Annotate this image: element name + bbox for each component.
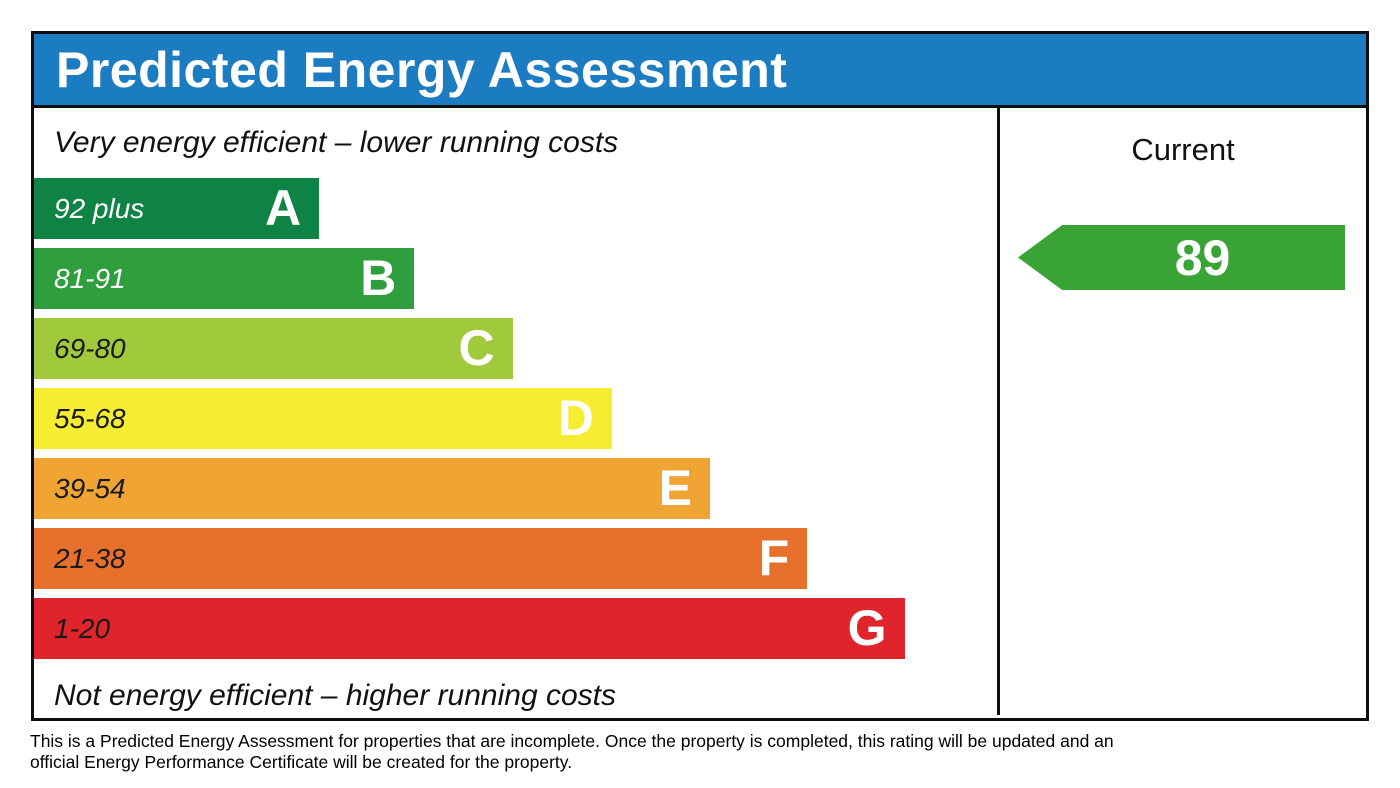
current-rating-panel: Current 89 xyxy=(997,108,1366,715)
footer-note-line-1: This is a Predicted Energy Assessment fo… xyxy=(30,731,1114,751)
page-title: Predicted Energy Assessment xyxy=(56,41,788,98)
energy-assessment-certificate: Predicted Energy Assessment Very energy … xyxy=(31,31,1369,721)
rating-band-f: 21-38 F xyxy=(34,528,808,589)
band-range-label: 81-91 xyxy=(54,262,126,294)
current-column-header: Current xyxy=(1131,132,1235,167)
current-rating-value: 89 xyxy=(1174,229,1231,286)
band-letter: G xyxy=(847,600,887,656)
band-range-label: 21-38 xyxy=(54,542,126,574)
efficiency-caption-top: Very energy efficient – lower running co… xyxy=(54,126,619,159)
band-range-label: 1-20 xyxy=(54,612,111,644)
rating-band-c: 69-80 C xyxy=(34,318,513,379)
band-letter: A xyxy=(264,180,302,236)
content-area: Very energy efficient – lower running co… xyxy=(34,108,1366,715)
band-range-label: 69-80 xyxy=(54,332,126,364)
band-letter: D xyxy=(557,390,594,446)
rating-band-e: 39-54 E xyxy=(34,458,711,519)
rating-band-a: 92 plus A xyxy=(34,178,320,239)
rating-band-b: 81-91 B xyxy=(34,248,415,309)
footer-note-line-2: official Energy Performance Certificate … xyxy=(30,752,573,772)
band-range-label: 92 plus xyxy=(54,192,145,224)
band-range-label: 55-68 xyxy=(54,402,126,434)
band-letter: B xyxy=(360,250,397,306)
rating-band-d: 55-68 D xyxy=(34,388,612,449)
rating-chart: Very energy efficient – lower running co… xyxy=(34,108,997,715)
rating-band-g: 1-20 G xyxy=(34,598,905,659)
efficiency-caption-bottom: Not energy efficient – higher running co… xyxy=(54,679,616,712)
band-letter: E xyxy=(658,460,693,516)
current-rating-arrow: 89 xyxy=(1018,225,1345,290)
band-letter: C xyxy=(458,320,495,376)
header-bar: Predicted Energy Assessment xyxy=(34,34,1366,108)
footer-note: This is a Predicted Energy Assessment fo… xyxy=(30,731,1155,773)
band-range-label: 39-54 xyxy=(54,472,126,504)
band-letter: F xyxy=(758,530,790,586)
